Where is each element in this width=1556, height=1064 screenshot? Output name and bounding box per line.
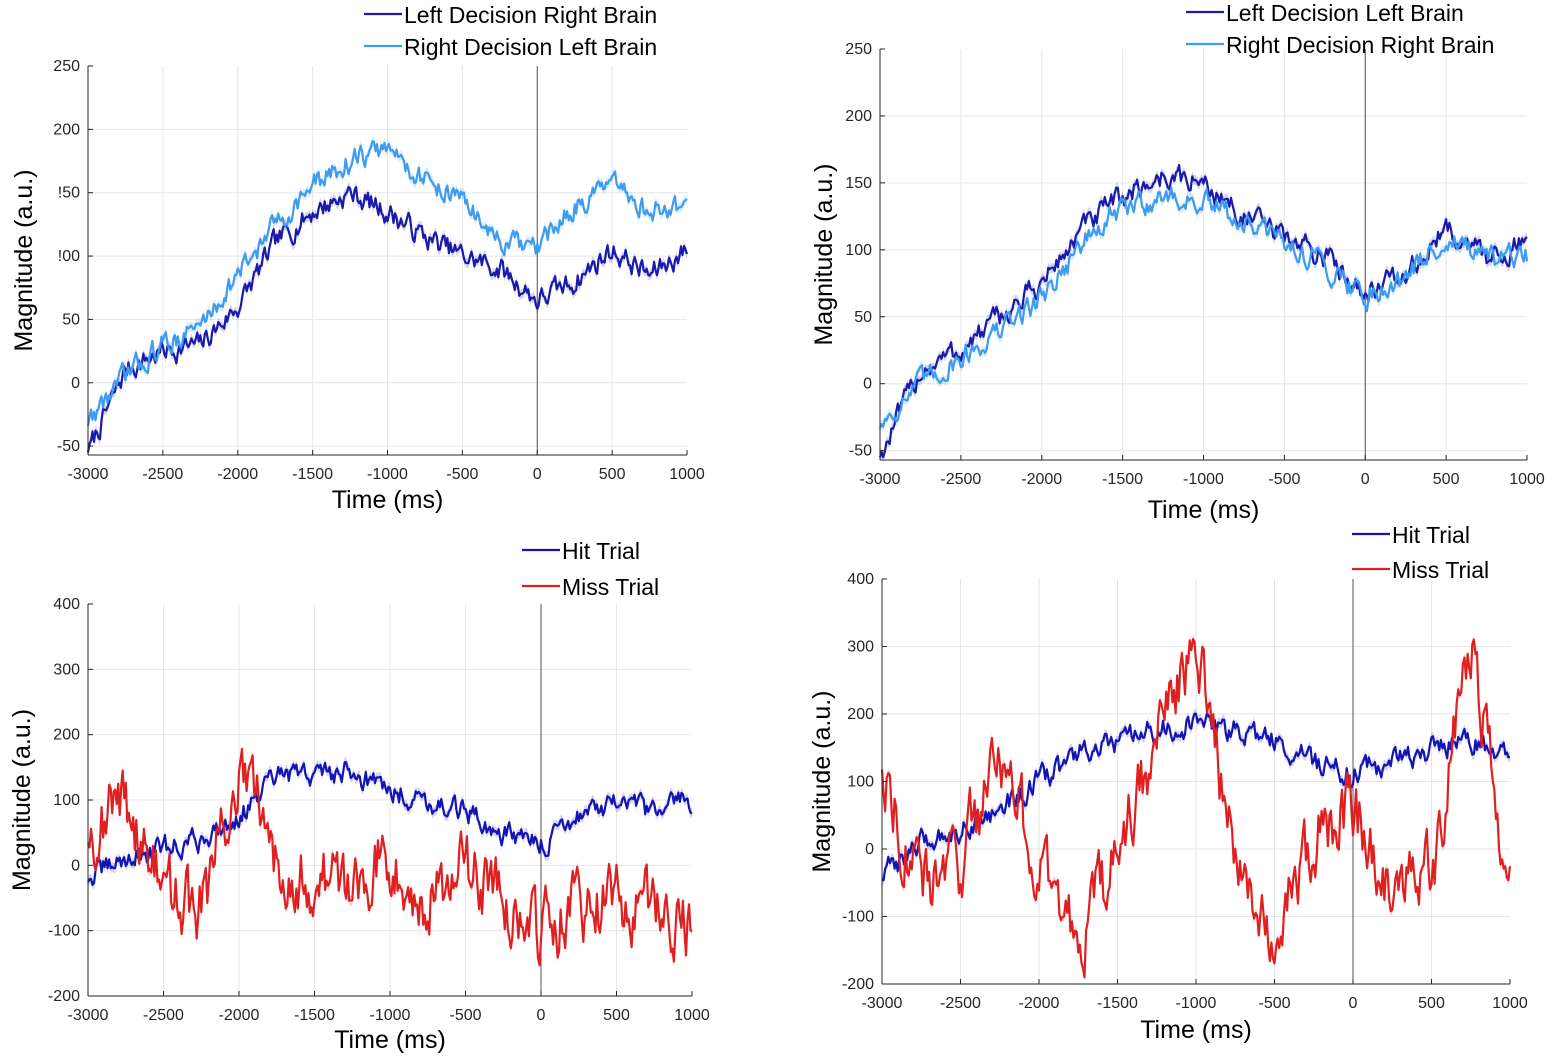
x-tick-label: 1000 (1509, 471, 1545, 488)
y-axis-label: Magnitude (a.u.) (8, 709, 36, 891)
series-line-1 (86, 185, 689, 453)
y-tick-label: -100 (48, 923, 80, 940)
legend-label-1: Hit Trial (1392, 522, 1470, 548)
series-error-band-2 (880, 182, 1527, 434)
x-tick-label: 1000 (674, 1007, 710, 1024)
x-tick-label: 0 (537, 1007, 546, 1024)
x-tick-label: -2000 (217, 466, 258, 483)
x-tick-label: -2500 (142, 466, 183, 483)
x-tick-label: -1000 (370, 1007, 411, 1024)
y-tick-label: -50 (849, 443, 872, 460)
x-tick-label: -2000 (1019, 995, 1060, 1012)
x-tick-label: -2500 (940, 995, 981, 1012)
y-tick-label: 0 (865, 841, 874, 858)
x-tick-label: 1000 (1492, 995, 1528, 1012)
series-line-1 (87, 760, 693, 887)
y-tick-label: 300 (53, 661, 80, 678)
y-tick-label: 200 (53, 121, 80, 138)
y-tick-label: 250 (845, 41, 872, 58)
legend: Hit Trial Miss Trial (522, 538, 659, 600)
x-tick-label: -2000 (1021, 471, 1062, 488)
x-axis-label: Time (ms) (334, 1026, 446, 1054)
y-tick-label: 400 (847, 571, 874, 588)
series-line-2 (86, 140, 688, 426)
y-tick-label: -200 (842, 976, 874, 993)
x-tick-label: -3000 (860, 471, 901, 488)
x-tick-label: -1500 (1097, 995, 1138, 1012)
y-tick-label: !50 (58, 185, 80, 202)
x-tick-label: -3000 (862, 995, 903, 1012)
y-tick-label: 250 (53, 58, 80, 75)
x-tick-label: 0 (533, 466, 542, 483)
x-tick-label: 500 (599, 466, 626, 483)
x-tick-label: -500 (1258, 995, 1290, 1012)
y-tick-label: !00 (58, 248, 80, 265)
x-tick-label: -1000 (1183, 471, 1224, 488)
x-tick-label: -3000 (68, 466, 109, 483)
chart-panel-4: -3000 -2500 -2000 -1500 -1000 -500 0 500 1000-20… (808, 522, 1528, 1044)
y-tick-label: 100 (847, 774, 874, 791)
y-tick-label: 0 (863, 376, 872, 393)
y-axis-label: Magnitude (a.u.) (10, 169, 38, 351)
x-axis-label: Time (ms) (1148, 496, 1260, 524)
x-tick-label: -1500 (1102, 471, 1143, 488)
y-tick-label: 200 (847, 706, 874, 723)
x-tick-label: -2500 (940, 471, 981, 488)
chart-panel-3: -3000 -2500 -2000 -1500 -1000 -500 0 500 1000-20… (8, 538, 710, 1054)
y-tick-label: 0 (71, 375, 80, 392)
x-axis-label: Time (ms) (332, 486, 444, 514)
y-axis-label: Magnitude (a.u.) (808, 690, 836, 872)
x-tick-label: 500 (603, 1007, 630, 1024)
y-tick-label: -100 (842, 909, 874, 926)
legend-label-1: Hit Trial (562, 538, 640, 564)
series-line-1 (881, 711, 1511, 882)
y-tick-label: 150 (845, 175, 872, 192)
x-tick-label: -1500 (292, 466, 333, 483)
series-error-band-2 (882, 634, 1510, 983)
y-tick-label: 200 (845, 108, 872, 125)
x-tick-label: 500 (1433, 471, 1460, 488)
series-line-2 (86, 747, 693, 967)
x-tick-label: -2000 (219, 1007, 260, 1024)
y-tick-label: -200 (48, 988, 80, 1005)
legend: Left Decision Left Brain Right Decision R… (1186, 0, 1494, 58)
x-tick-label: 500 (1418, 995, 1445, 1012)
x-tick-label: 0 (1349, 995, 1358, 1012)
x-tick-label: -1000 (367, 466, 408, 483)
chart-panel-1: -3000 -2500 -2000 -1500 -1000 -500 0 500 1000-50… (10, 2, 705, 514)
x-tick-label: 1000 (669, 466, 705, 483)
legend-label-2: Miss Trial (1392, 557, 1489, 583)
legend-label-1: Left Decision Right Brain (404, 2, 657, 28)
y-tick-label: 100 (53, 792, 80, 809)
y-tick-label: 0 (71, 857, 80, 874)
legend-label-2: Right Decision Left Brain (404, 34, 657, 60)
legend-label-1: Left Decision Left Brain (1226, 0, 1464, 26)
x-tick-label: -1500 (294, 1007, 335, 1024)
y-tick-label: 400 (53, 596, 80, 613)
y-axis-label: Magnitude (a.u.) (810, 163, 838, 345)
y-tick-label: 300 (847, 639, 874, 656)
x-tick-label: -1000 (1176, 995, 1217, 1012)
x-axis-label: Time (ms) (1140, 1016, 1252, 1044)
x-tick-label: -3000 (68, 1007, 109, 1024)
legend: Hit Trial Miss Trial (1352, 522, 1489, 583)
y-tick-label: -50 (57, 438, 80, 455)
legend: Left Decision Right Brain Right Decision … (364, 2, 657, 60)
x-tick-label: -2500 (143, 1007, 184, 1024)
legend-label-2: Right Decision Right Brain (1226, 32, 1494, 58)
chart-panel-2: -3000 -2500 -2000 -1500 -1000 -500 0 500 1000-50… (810, 0, 1545, 524)
x-tick-label: -500 (1268, 471, 1300, 488)
y-tick-label: 100 (845, 242, 872, 259)
series-line-2 (880, 637, 1512, 979)
x-tick-label: 0 (1361, 471, 1370, 488)
legend-label-2: Miss Trial (562, 574, 659, 600)
x-tick-label: -500 (446, 466, 478, 483)
series-line-2 (878, 186, 1529, 429)
y-tick-label: 50 (854, 309, 872, 326)
x-tick-label: -500 (449, 1007, 481, 1024)
y-tick-label: 50 (62, 311, 80, 328)
y-tick-label: 200 (53, 727, 80, 744)
